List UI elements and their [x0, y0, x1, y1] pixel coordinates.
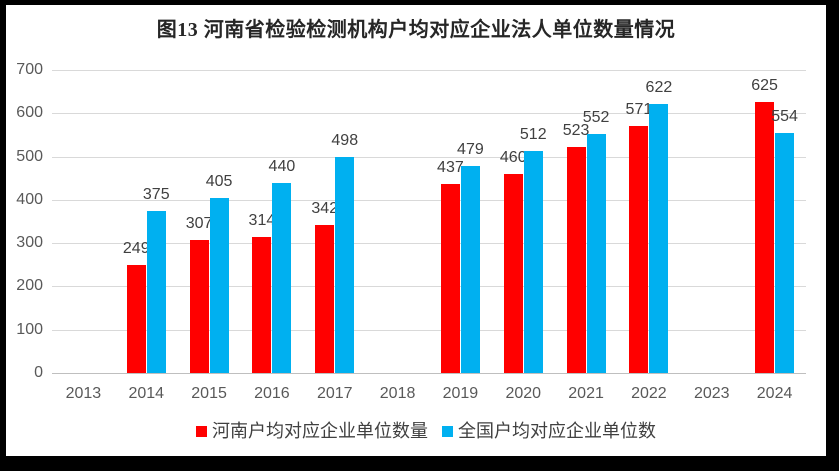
bar-series1-2016 [252, 237, 272, 373]
bar-value-label: 571 [625, 100, 653, 118]
bar-value-label: 552 [582, 109, 610, 127]
bar-value-label: 625 [751, 77, 778, 95]
legend-label: 全国户均对应企业单位数 [458, 421, 656, 441]
bar-series2-2014 [146, 210, 166, 373]
legend-item-series2: 全国户均对应企业单位数 [442, 421, 656, 441]
gridline [52, 243, 806, 245]
bar-series1-2017 [315, 224, 335, 373]
bar-series2-2019 [460, 165, 480, 373]
gridline [52, 199, 806, 201]
x-axis-tick-label: 2019 [442, 385, 479, 402]
bar-value-label: 512 [519, 126, 547, 144]
y-axis-tick-label: 400 [16, 190, 43, 208]
bar-series1-2015 [189, 240, 209, 373]
y-axis-tick-label: 0 [34, 364, 43, 381]
y-axis-tick-label: 600 [16, 104, 43, 122]
x-axis-tick-label: 2024 [756, 385, 793, 402]
gridline [52, 286, 806, 288]
bar-value-label: 405 [205, 172, 233, 190]
y-axis-tick-label: 500 [16, 147, 43, 165]
legend-swatch-icon [196, 425, 207, 437]
bar-value-label: 622 [645, 78, 673, 96]
x-axis-tick-label: 2017 [316, 385, 353, 402]
plot-area: 0 100 200 300 400 500 600 700 2013 2014 2015 2016 20… [6, 5, 826, 456]
x-axis-tick-label: 2016 [254, 385, 290, 402]
bar-series1-2019 [440, 183, 460, 373]
gridline [52, 113, 806, 115]
y-axis-tick-label: 300 [16, 234, 43, 252]
chart-title: 图13 河南省检验检测机构户均对应企业法人单位数量情况 [156, 19, 676, 41]
gridline [52, 70, 806, 71]
x-axis-tick-label: 2013 [65, 385, 102, 402]
gridline [52, 156, 806, 158]
legend-label: 河南户均对应企业单位数量 [212, 421, 428, 441]
bar-value-label: 307 [185, 215, 213, 233]
chart-canvas: 图13 河南省检验检测机构户均对应企业法人单位数量情况 0 100 200 300 40… [6, 5, 826, 456]
bar-series1-2014 [126, 265, 146, 373]
y-axis-tick-label: 200 [16, 277, 43, 295]
bar-value-label: 554 [771, 108, 798, 126]
legend-item-series1: 河南户均对应企业单位数量 [196, 421, 428, 441]
legend-swatch-icon [442, 425, 453, 437]
bar-series1-2021 [566, 146, 586, 373]
bar-value-label: 523 [562, 121, 590, 139]
bar-value-label: 437 [437, 158, 464, 176]
bar-series2-2017 [335, 157, 355, 373]
x-axis-line [52, 373, 806, 374]
bar-series2-2020 [523, 151, 543, 373]
bar-value-label: 479 [457, 140, 484, 158]
x-axis-tick-label: 2020 [505, 385, 542, 402]
bar-value-label: 498 [331, 132, 359, 150]
bar-value-label: 375 [142, 185, 170, 203]
bar-series2-2024 [775, 133, 795, 373]
gridline [52, 329, 806, 331]
bar-series2-2022 [649, 103, 669, 373]
bar-series1-2020 [503, 173, 523, 373]
bar-value-label: 460 [499, 148, 527, 166]
bar-series2-2021 [586, 134, 606, 373]
x-axis-tick-label: 2023 [693, 385, 730, 402]
x-axis-tick-label: 2022 [631, 385, 667, 402]
x-axis-tick-label: 2021 [568, 385, 604, 402]
x-axis-tick-label: 2014 [128, 385, 165, 402]
bar-series1-2022 [629, 125, 649, 373]
bar-value-label: 314 [248, 212, 276, 230]
y-axis-tick-label: 100 [16, 320, 43, 338]
y-axis-tick-label: 700 [16, 61, 43, 78]
x-axis-tick-label: 2018 [379, 385, 416, 402]
bar-value-label: 249 [122, 240, 150, 258]
bar-series1-2024 [755, 102, 775, 373]
bar-value-label: 440 [268, 157, 296, 175]
bar-series2-2016 [272, 182, 292, 373]
chart-legend: 河南户均对应企业单位数量 全国户均对应企业单位数 [6, 421, 826, 441]
bar-value-label: 342 [311, 199, 339, 217]
bar-series2-2015 [209, 197, 229, 373]
x-axis-tick-label: 2015 [191, 385, 227, 402]
